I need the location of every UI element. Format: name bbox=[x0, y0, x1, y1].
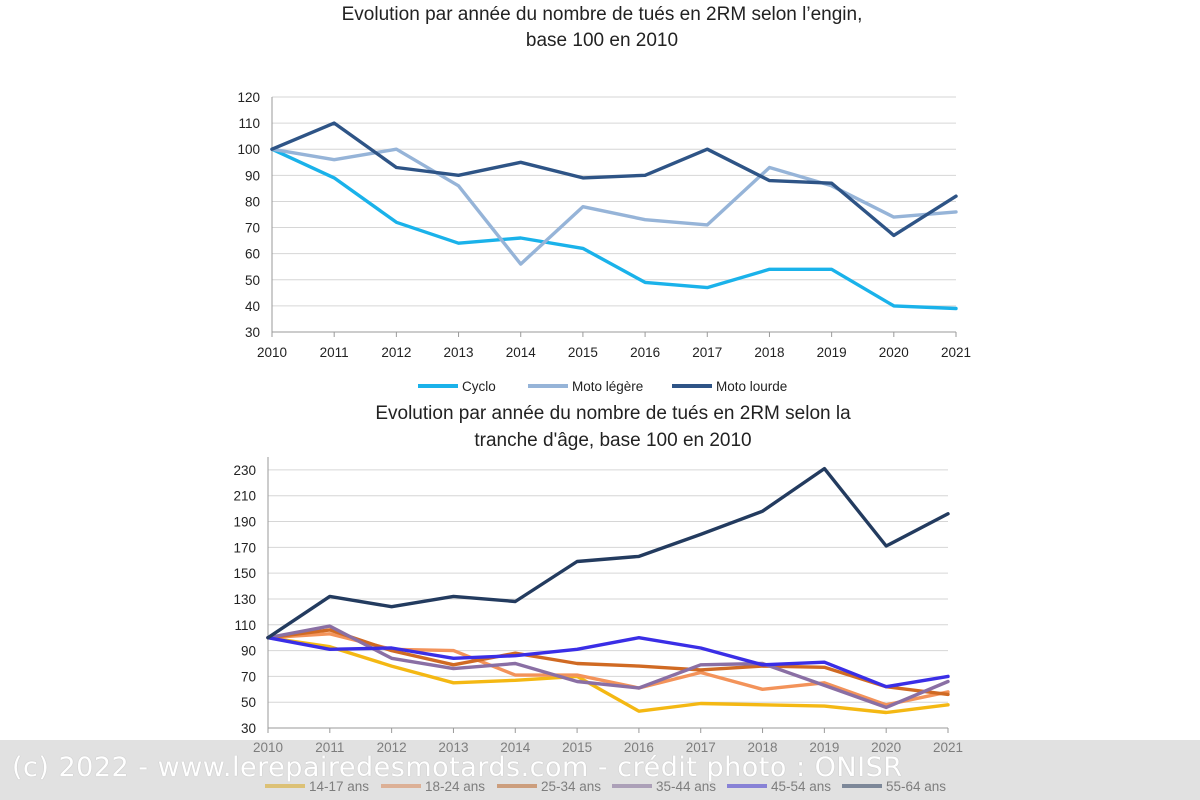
chart-by-age: Evolution par année du nombre de tués en… bbox=[233, 403, 963, 794]
x-tick-label: 2014 bbox=[506, 345, 537, 360]
watermark-band bbox=[0, 740, 1200, 800]
series-line-1 bbox=[266, 636, 950, 715]
legend-label: Moto légère bbox=[572, 379, 643, 394]
y-tick-label: 40 bbox=[245, 299, 260, 314]
y-tick-label: 50 bbox=[241, 695, 256, 710]
chart-by-vehicle: Evolution par année du nombre de tués en… bbox=[237, 4, 971, 394]
y-tick-label: 110 bbox=[238, 116, 260, 131]
y-tick-label: 210 bbox=[233, 489, 256, 504]
legend-label: Moto lourde bbox=[716, 379, 787, 394]
x-tick-label: 2015 bbox=[568, 345, 598, 360]
y-tick-label: 50 bbox=[245, 273, 260, 288]
x-tick-label: 2016 bbox=[630, 345, 660, 360]
y-tick-label: 100 bbox=[237, 142, 260, 157]
series-line-5 bbox=[266, 636, 950, 689]
x-tick-label: 2020 bbox=[879, 345, 909, 360]
y-tick-label: 170 bbox=[233, 540, 256, 555]
legend-label: Cyclo bbox=[462, 379, 496, 394]
y-tick-label: 30 bbox=[245, 325, 260, 340]
x-tick-label: 2012 bbox=[381, 345, 411, 360]
y-tick-label: 130 bbox=[233, 592, 256, 607]
x-tick-label: 2010 bbox=[257, 345, 287, 360]
y-tick-label: 70 bbox=[241, 669, 256, 684]
x-tick-label: 2021 bbox=[941, 345, 971, 360]
y-tick-label: 90 bbox=[241, 644, 256, 659]
y-tick-label: 60 bbox=[245, 247, 260, 262]
y-tick-label: 90 bbox=[245, 168, 260, 183]
chart-title-line: base 100 en 2010 bbox=[526, 30, 678, 51]
x-tick-label: 2019 bbox=[817, 345, 847, 360]
watermark-text: (c) 2022 - www.lerepairedesmotards.com -… bbox=[12, 752, 903, 783]
series-line-4 bbox=[266, 624, 950, 710]
y-tick-label: 30 bbox=[241, 721, 256, 736]
chart-title-line: Evolution par année du nombre de tués en… bbox=[375, 403, 851, 424]
series-line-6 bbox=[266, 466, 950, 640]
y-tick-label: 110 bbox=[234, 618, 256, 633]
x-tick-label: 2017 bbox=[692, 345, 722, 360]
y-tick-label: 190 bbox=[233, 515, 256, 530]
chart-title-line: tranche d'âge, base 100 en 2010 bbox=[474, 430, 751, 451]
y-tick-label: 150 bbox=[233, 566, 256, 581]
x-tick-label: 2018 bbox=[754, 345, 784, 360]
x-tick-label: 2013 bbox=[444, 345, 474, 360]
y-tick-label: 120 bbox=[237, 90, 260, 105]
series-line-1 bbox=[270, 147, 958, 311]
y-tick-label: 230 bbox=[233, 463, 256, 478]
y-tick-label: 70 bbox=[245, 221, 260, 236]
x-tick-label: 2011 bbox=[320, 345, 349, 360]
chart-title-line: Evolution par année du nombre de tués en… bbox=[342, 4, 863, 25]
y-tick-label: 80 bbox=[245, 194, 260, 209]
series-line-3 bbox=[270, 121, 958, 238]
